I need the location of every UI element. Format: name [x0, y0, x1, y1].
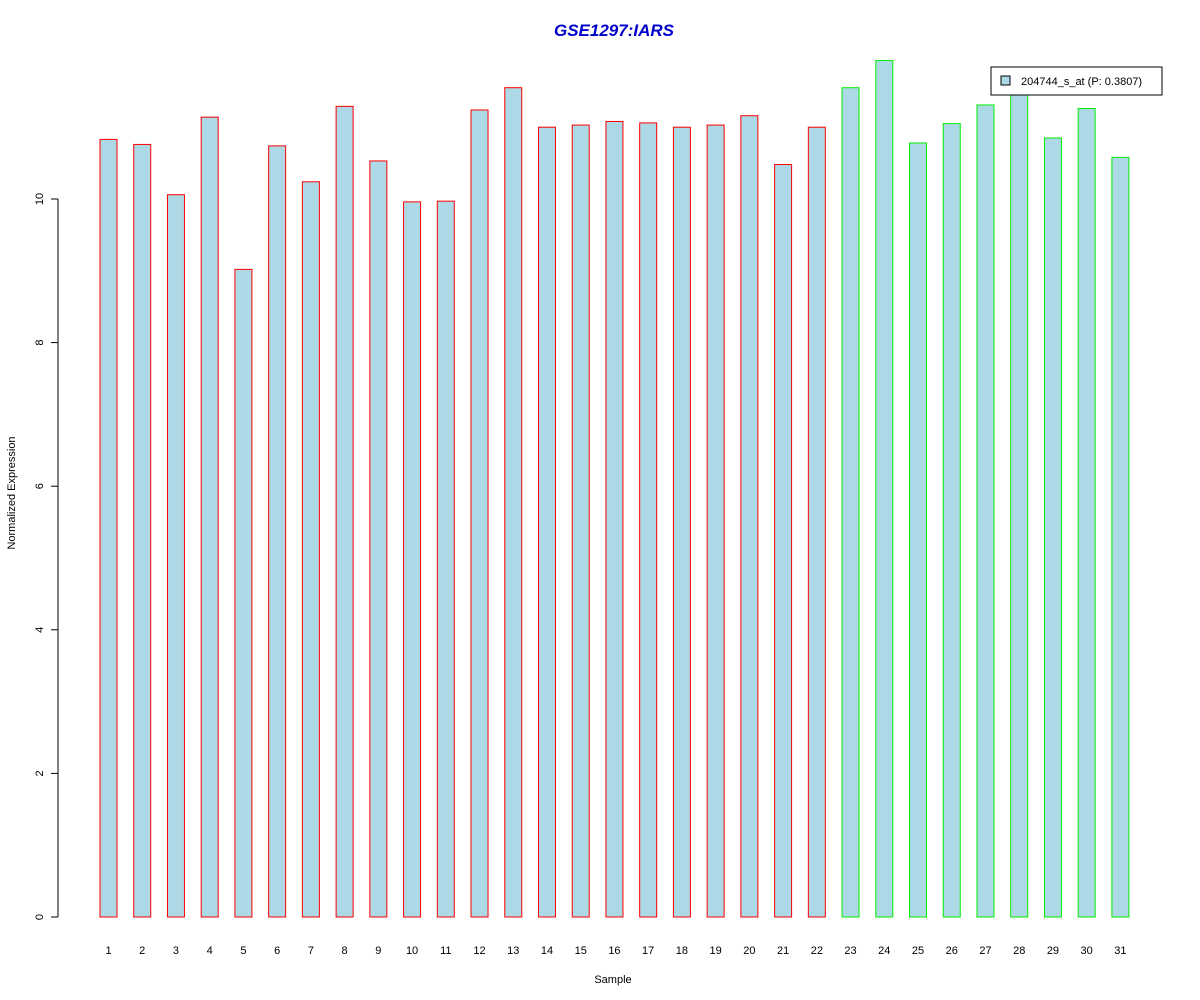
x-tick-label: 9 [375, 945, 381, 957]
y-tick-label: 6 [34, 483, 46, 489]
bar-sample-19 [706, 124, 725, 918]
x-tick-label: 26 [946, 945, 958, 957]
x-tick-label: 3 [173, 945, 179, 957]
bar-sample-28 [1010, 91, 1029, 918]
bar-sample-29 [1043, 137, 1062, 918]
bar-sample-22 [807, 126, 826, 918]
bar-sample-10 [403, 201, 422, 918]
bar-sample-2 [133, 143, 152, 918]
x-tick-label: 5 [240, 945, 246, 957]
bar-sample-5 [234, 268, 253, 918]
bar-sample-13 [504, 87, 523, 918]
bar-sample-6 [268, 145, 287, 918]
x-tick-label: 4 [207, 945, 213, 957]
x-tick-label: 11 [440, 945, 451, 957]
bar-sample-11 [436, 200, 455, 918]
bar-sample-23 [841, 87, 860, 918]
x-tick-label: 12 [473, 945, 485, 957]
x-tick-label: 8 [342, 945, 348, 957]
bar-sample-27 [976, 104, 995, 918]
chart-title: GSE1297:IARS [554, 21, 675, 40]
x-tick-label: 30 [1081, 945, 1093, 957]
x-tick-label: 24 [878, 945, 890, 957]
y-tick-label: 8 [34, 340, 46, 346]
bar-sample-7 [301, 181, 320, 918]
y-axis-label: Normalized Expression [6, 436, 18, 549]
bar-sample-4 [200, 116, 219, 918]
x-tick-label: 15 [575, 945, 587, 957]
bar-sample-18 [672, 126, 691, 918]
bar-sample-16 [605, 120, 624, 918]
bar-sample-15 [571, 124, 590, 918]
bar-sample-3 [166, 194, 185, 918]
bar-sample-21 [774, 164, 793, 918]
bar-sample-1 [99, 138, 118, 918]
y-axis: 0 2 4 6 8 10 [34, 193, 59, 920]
x-axis-label: Sample [594, 974, 631, 986]
bar-sample-12 [470, 109, 489, 918]
y-tick-label: 4 [34, 627, 46, 633]
x-tick-label: 27 [979, 945, 991, 957]
bar-sample-17 [639, 122, 658, 918]
y-tick-label: 2 [34, 770, 46, 776]
bar-sample-9 [369, 160, 388, 918]
y-tick-label: 10 [34, 193, 46, 205]
bar-sample-24 [875, 59, 894, 918]
x-tick-labels: 1 2 3 4 5 6 7 8 9 10 11 12 13 14 15 16 17 18 19 20 21 22 23 24 2… [105, 945, 1126, 957]
legend: 204744_s_at (P: 0.3807) [990, 66, 1163, 96]
x-tick-label: 28 [1013, 945, 1025, 957]
legend-box [990, 66, 1163, 96]
bar-sample-8 [335, 105, 354, 918]
x-tick-label: 29 [1047, 945, 1059, 957]
x-tick-label: 13 [507, 945, 519, 957]
x-tick-label: 17 [642, 945, 654, 957]
x-tick-label: 22 [811, 945, 823, 957]
x-tick-label: 19 [710, 945, 722, 957]
bar-sample-31 [1111, 156, 1130, 918]
x-tick-label: 7 [308, 945, 314, 957]
legend-label: 204744_s_at (P: 0.3807) [1021, 76, 1142, 88]
x-tick-label: 25 [912, 945, 924, 957]
x-tick-label: 18 [676, 945, 688, 957]
legend-swatch [1000, 75, 1011, 86]
bar-sample-30 [1077, 108, 1096, 918]
x-tick-label: 6 [274, 945, 280, 957]
x-tick-label: 14 [541, 945, 553, 957]
x-tick-label: 1 [105, 945, 111, 957]
bar-sample-26 [942, 123, 961, 918]
x-tick-label: 21 [777, 945, 789, 957]
bar-sample-20 [740, 115, 759, 918]
bars [99, 59, 1130, 918]
y-tick-label: 0 [34, 914, 46, 920]
x-tick-label: 23 [844, 945, 856, 957]
x-tick-label: 2 [139, 945, 145, 957]
x-tick-label: 16 [608, 945, 620, 957]
x-tick-label: 31 [1114, 945, 1126, 957]
bar-sample-14 [537, 126, 556, 918]
x-tick-label: 10 [406, 945, 418, 957]
x-tick-label: 20 [743, 945, 755, 957]
bar-sample-25 [909, 142, 928, 918]
